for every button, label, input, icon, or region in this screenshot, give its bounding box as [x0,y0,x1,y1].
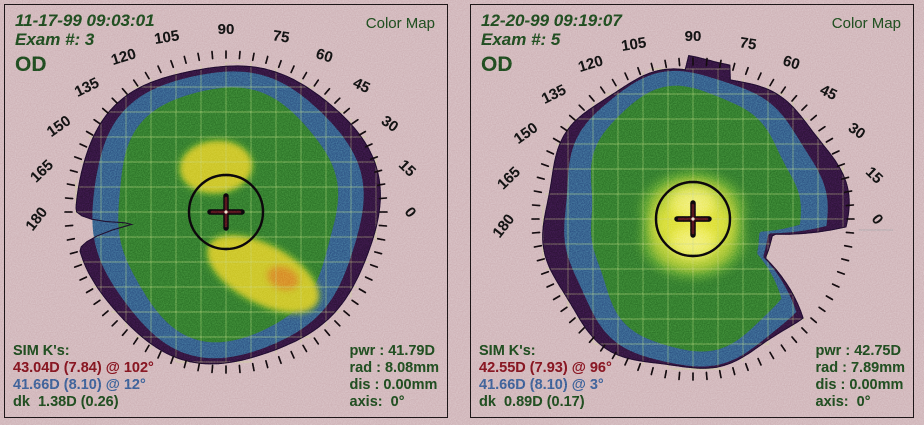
svg-text:150: 150 [511,119,541,147]
svg-text:45: 45 [817,81,839,104]
svg-text:15: 15 [862,164,886,188]
svg-text:45: 45 [350,74,372,97]
svg-text:105: 105 [153,27,180,48]
svg-text:105: 105 [620,34,647,55]
svg-text:60: 60 [314,45,335,66]
svg-text:60: 60 [781,52,802,73]
svg-text:30: 30 [378,112,401,135]
svg-text:90: 90 [685,28,702,45]
svg-text:75: 75 [738,34,757,53]
svg-text:180: 180 [22,204,51,234]
svg-text:90: 90 [218,21,235,38]
svg-text:150: 150 [44,112,74,140]
svg-text:165: 165 [494,164,524,194]
svg-text:30: 30 [845,119,868,142]
svg-text:120: 120 [576,52,605,76]
svg-text:0: 0 [868,211,887,228]
svg-text:0: 0 [401,204,420,221]
svg-text:135: 135 [539,81,569,107]
svg-text:15: 15 [395,157,419,181]
svg-text:165: 165 [27,157,57,187]
svg-text:135: 135 [72,74,102,100]
svg-text:75: 75 [271,27,290,46]
svg-text:180: 180 [489,211,518,241]
